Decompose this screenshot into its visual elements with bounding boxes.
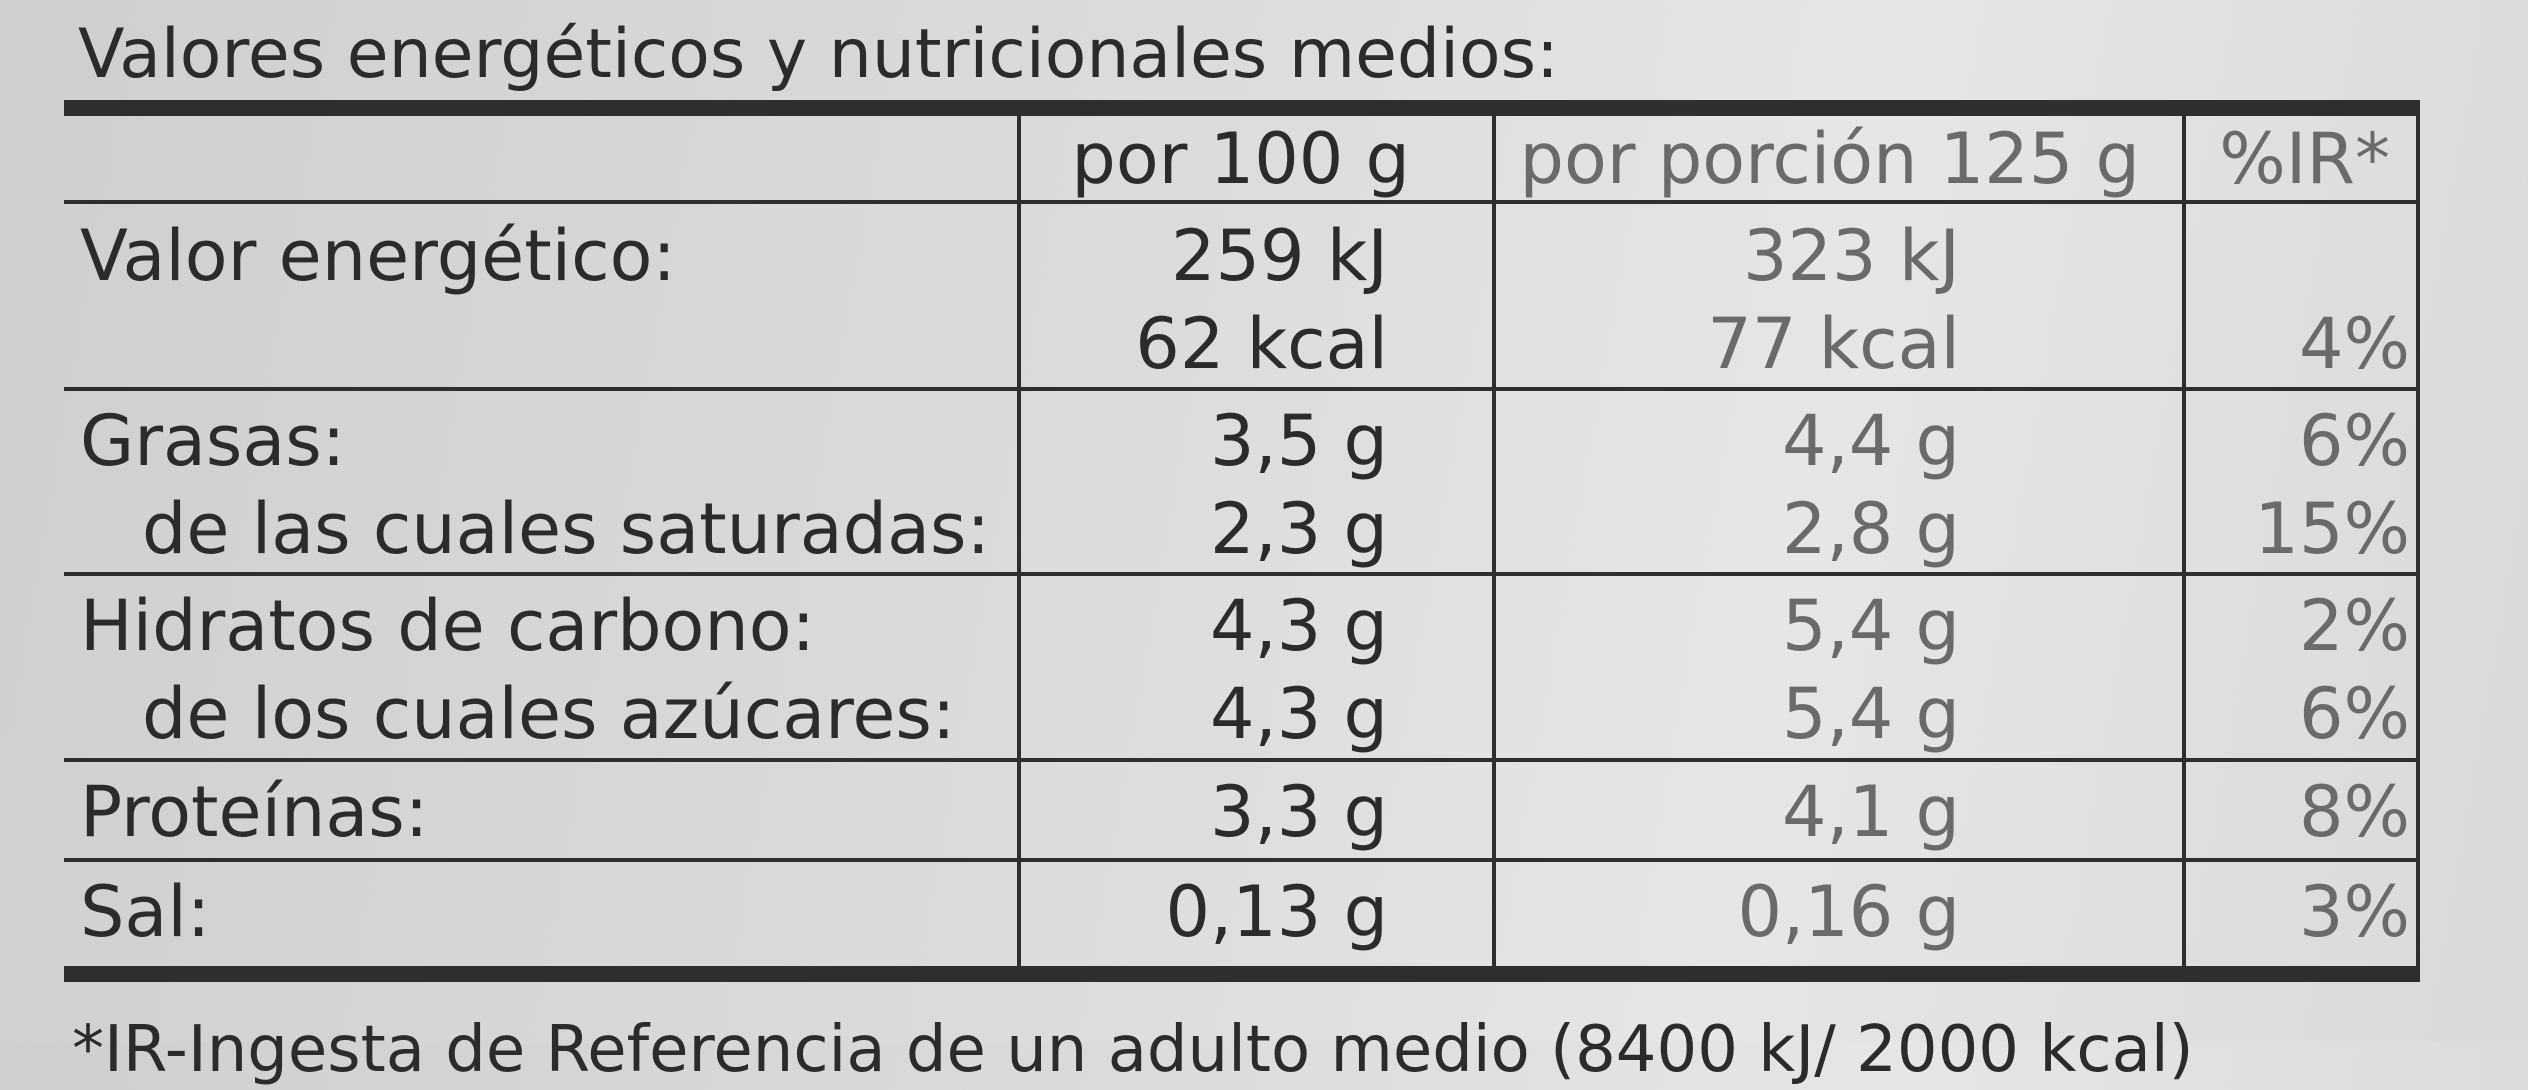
column-header: %IR*	[2219, 118, 2390, 200]
per-portion: 323 kJ	[1742, 215, 1960, 297]
per-portion: 5,4 g	[1781, 673, 1960, 755]
row-line	[64, 858, 2420, 862]
column-line	[1492, 116, 1496, 966]
row-line	[64, 387, 2420, 391]
per-portion: 2,8 g	[1781, 488, 1960, 570]
footnote: *IR-Ingesta de Referencia de un adulto m…	[72, 1013, 2194, 1087]
per-portion: 4,4 g	[1781, 400, 1960, 482]
bottom-rule	[64, 966, 2420, 982]
per-100g: 4,3 g	[1209, 673, 1388, 755]
per-portion: 4,1 g	[1781, 771, 1960, 853]
ir-percent: 15%	[2254, 488, 2410, 570]
ir-percent: 3%	[2298, 871, 2410, 953]
per-100g: 259 kJ	[1170, 215, 1388, 297]
ir-percent: 4%	[2298, 303, 2410, 385]
column-line	[2182, 116, 2186, 966]
column-line	[2416, 116, 2420, 966]
per-100g: 0,13 g	[1165, 871, 1388, 953]
ir-percent: 6%	[2298, 673, 2410, 755]
per-100g: 3,5 g	[1209, 400, 1388, 482]
row-line	[64, 572, 2420, 576]
row-line	[64, 200, 2420, 204]
ir-percent: 2%	[2298, 585, 2410, 667]
row-label: Proteínas:	[80, 771, 429, 853]
row-label: de las cuales saturadas:	[142, 488, 991, 570]
row-line	[64, 758, 2420, 762]
top-rule	[64, 100, 2420, 116]
column-line	[1017, 116, 1021, 966]
ir-percent: 6%	[2298, 400, 2410, 482]
row-label: de los cuales azúcares:	[142, 673, 956, 755]
row-label: Valor energético:	[80, 215, 676, 297]
column-header: por porción 125 g	[1519, 118, 2140, 200]
per-100g: 62 kcal	[1135, 303, 1388, 385]
ir-percent: 8%	[2298, 771, 2410, 853]
per-portion: 5,4 g	[1781, 585, 1960, 667]
column-header: por 100 g	[1071, 118, 1410, 200]
per-portion: 77 kcal	[1707, 303, 1960, 385]
per-portion: 0,16 g	[1737, 871, 1960, 953]
title: Valores energéticos y nutricionales medi…	[78, 15, 1559, 94]
row-label: Grasas:	[80, 400, 346, 482]
per-100g: 2,3 g	[1209, 488, 1388, 570]
per-100g: 4,3 g	[1209, 585, 1388, 667]
per-100g: 3,3 g	[1209, 771, 1388, 853]
row-label: Hidratos de carbono:	[80, 585, 816, 667]
row-label: Sal:	[80, 871, 211, 953]
